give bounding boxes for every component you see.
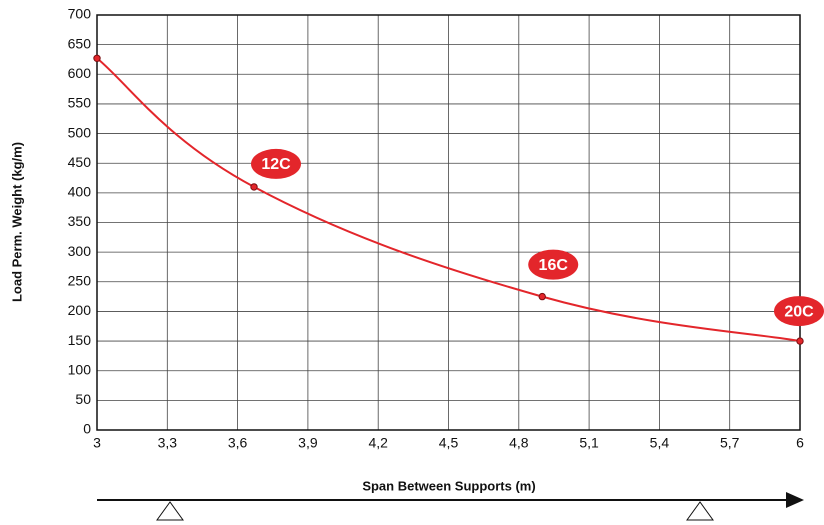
- y-tick-label: 0: [83, 421, 91, 437]
- y-tick-label: 550: [68, 95, 92, 111]
- arrow-head: [786, 492, 804, 508]
- y-tick-label: 400: [68, 184, 92, 200]
- annotation-badge: [528, 249, 579, 280]
- data-point: [796, 337, 804, 345]
- x-tick-label: 5,7: [720, 435, 740, 451]
- x-tick-label: 4,5: [439, 435, 459, 451]
- y-tick-label: 150: [68, 332, 92, 348]
- y-tick-label: 250: [68, 272, 92, 288]
- support: [686, 501, 714, 521]
- x-tick-label: 5,1: [579, 435, 599, 451]
- y-tick-label: 700: [68, 6, 92, 22]
- y-tick-label: 600: [68, 65, 92, 81]
- y-tick-label: 300: [68, 243, 92, 259]
- support: [156, 501, 184, 521]
- x-tick-label: 6: [796, 435, 804, 451]
- y-tick-label: 50: [75, 391, 91, 407]
- x-tick-label: 3,9: [298, 435, 318, 451]
- data-line: [96, 57, 801, 343]
- data-point: [250, 183, 258, 191]
- data-point: [538, 292, 546, 301]
- x-tick-label: 3: [93, 435, 101, 451]
- y-tick-label: 650: [68, 35, 92, 51]
- x-tick-label: 4,2: [368, 435, 388, 451]
- annotation: 16C: [539, 257, 569, 274]
- annotation: 12C: [261, 156, 291, 173]
- x-tick-label: 3,3: [158, 435, 178, 451]
- y-tick-label: 500: [68, 124, 92, 140]
- y-tick-label: 350: [68, 213, 92, 229]
- y-tick-label: 450: [68, 154, 92, 170]
- x-tick-label: 4,8: [509, 435, 529, 451]
- y-tick-label: 200: [68, 302, 92, 318]
- annotation-badge: [251, 148, 302, 179]
- y-axis-label: Load Perm. Weight (kg/m): [9, 142, 24, 302]
- annotation: 20C: [784, 303, 814, 320]
- x-axis-label: Span Between Supports (m): [362, 478, 535, 493]
- y-tick-label: 100: [68, 361, 92, 377]
- x-tick-label: 5,4: [650, 435, 670, 451]
- x-tick-label: 3,6: [228, 435, 248, 451]
- plot-frame: [96, 14, 801, 431]
- annotation-badge: [774, 296, 824, 327]
- data-point: [93, 54, 101, 62]
